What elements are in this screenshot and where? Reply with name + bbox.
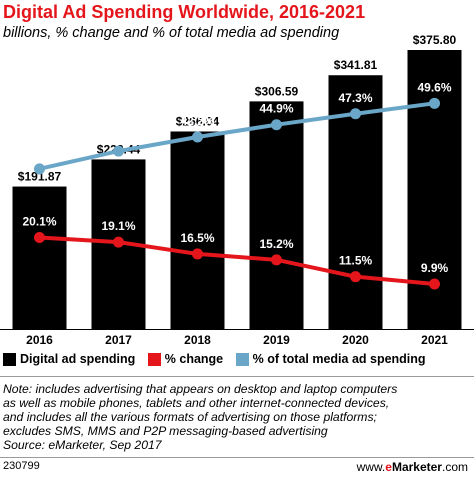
site-name: Marketer: [391, 460, 442, 474]
point-percent-change: [192, 248, 203, 260]
point-label: 15.2%: [259, 237, 293, 251]
legend-item-percent-of-total: % of total media ad spending: [235, 352, 426, 366]
bar-2019: [249, 101, 304, 329]
line-percent-change: [39, 235, 435, 286]
point-percent-change: [271, 254, 282, 266]
point-label: 11.5%: [339, 254, 373, 268]
chart-source: Source: eMarketer, Sep 2017: [3, 438, 162, 452]
site-prefix: www.: [356, 460, 386, 474]
x-tick-label: 2021: [421, 333, 448, 347]
divider-top: [0, 376, 474, 377]
site-suffix: .com: [441, 460, 468, 474]
note-line: Note: includes advertising that appears …: [3, 382, 398, 396]
bar-2016: [12, 186, 67, 329]
bar-value-label: $306.59: [255, 84, 299, 98]
line-percent-of-total: [39, 101, 435, 171]
legend-label-digital-ad-spending: Digital ad spending: [20, 352, 136, 366]
point-percent-of-total: [429, 97, 440, 109]
site-credit: www.eMarketer.com: [357, 460, 468, 474]
bar-2018: [170, 131, 225, 329]
point-label: 35.2%: [22, 146, 56, 160]
plot-area: $191.87$228.44$266.04$306.59$341.81$375.…: [0, 33, 474, 347]
legend-label-percent-change: % change: [164, 352, 224, 366]
note-line: and includes all the various formats of …: [3, 410, 377, 424]
point-label: 9.9%: [421, 261, 449, 275]
point-label: 16.5%: [180, 231, 214, 245]
point-percent-change: [113, 236, 124, 248]
chart-id: 230799: [3, 460, 40, 472]
x-tick-label: 2019: [263, 333, 290, 347]
point-percent-of-total: [192, 131, 203, 143]
legend-item-percent-change: % change: [147, 352, 224, 366]
legend-label-percent-of-total: % of total media ad spending: [252, 352, 426, 366]
point-label: 42.2%: [180, 114, 214, 128]
site-brand: e: [385, 460, 392, 474]
note-line: excludes SMS, MMS and P2P messaging-base…: [3, 424, 328, 438]
point-label: 19.1%: [101, 219, 135, 233]
point-label: 47.3%: [338, 91, 372, 105]
legend-swatch-black: [3, 352, 16, 366]
point-label: 49.6%: [417, 80, 451, 94]
point-percent-change: [429, 278, 440, 290]
x-tick-label: 2018: [184, 333, 211, 347]
bar-value-label: $375.80: [413, 33, 457, 47]
point-percent-change: [34, 232, 45, 244]
point-percent-of-total: [113, 145, 124, 157]
chart-subtitle: billions, % change and % of total media …: [3, 25, 340, 41]
point-label: 39.1%: [101, 128, 135, 142]
note-line: as well as mobile phones, tablets and ot…: [3, 396, 390, 410]
x-tick-label: 2016: [26, 333, 53, 347]
bar-value-label: $266.04: [176, 114, 220, 128]
legend-swatch-blue: [235, 352, 249, 366]
chart-note: Note: includes advertising that appears …: [3, 382, 471, 452]
point-percent-of-total: [350, 108, 361, 120]
x-tick-label: 2020: [342, 333, 369, 347]
divider-bottom: [0, 457, 474, 458]
bar-value-label: $191.87: [18, 170, 62, 184]
legend-item-digital-ad-spending: Digital ad spending: [3, 352, 135, 366]
point-percent-of-total: [34, 163, 45, 175]
legend: Digital ad spending % change % of total …: [3, 352, 474, 370]
legend-swatch-red: [147, 352, 161, 366]
point-label: 44.9%: [259, 102, 293, 116]
point-label: 20.1%: [22, 215, 56, 229]
point-percent-change: [350, 271, 361, 283]
bar-value-label: $341.81: [334, 58, 378, 72]
point-percent-of-total: [271, 119, 282, 131]
chart-title: Digital Ad Spending Worldwide, 2016-2021: [3, 2, 366, 22]
x-tick-label: 2017: [105, 333, 132, 347]
